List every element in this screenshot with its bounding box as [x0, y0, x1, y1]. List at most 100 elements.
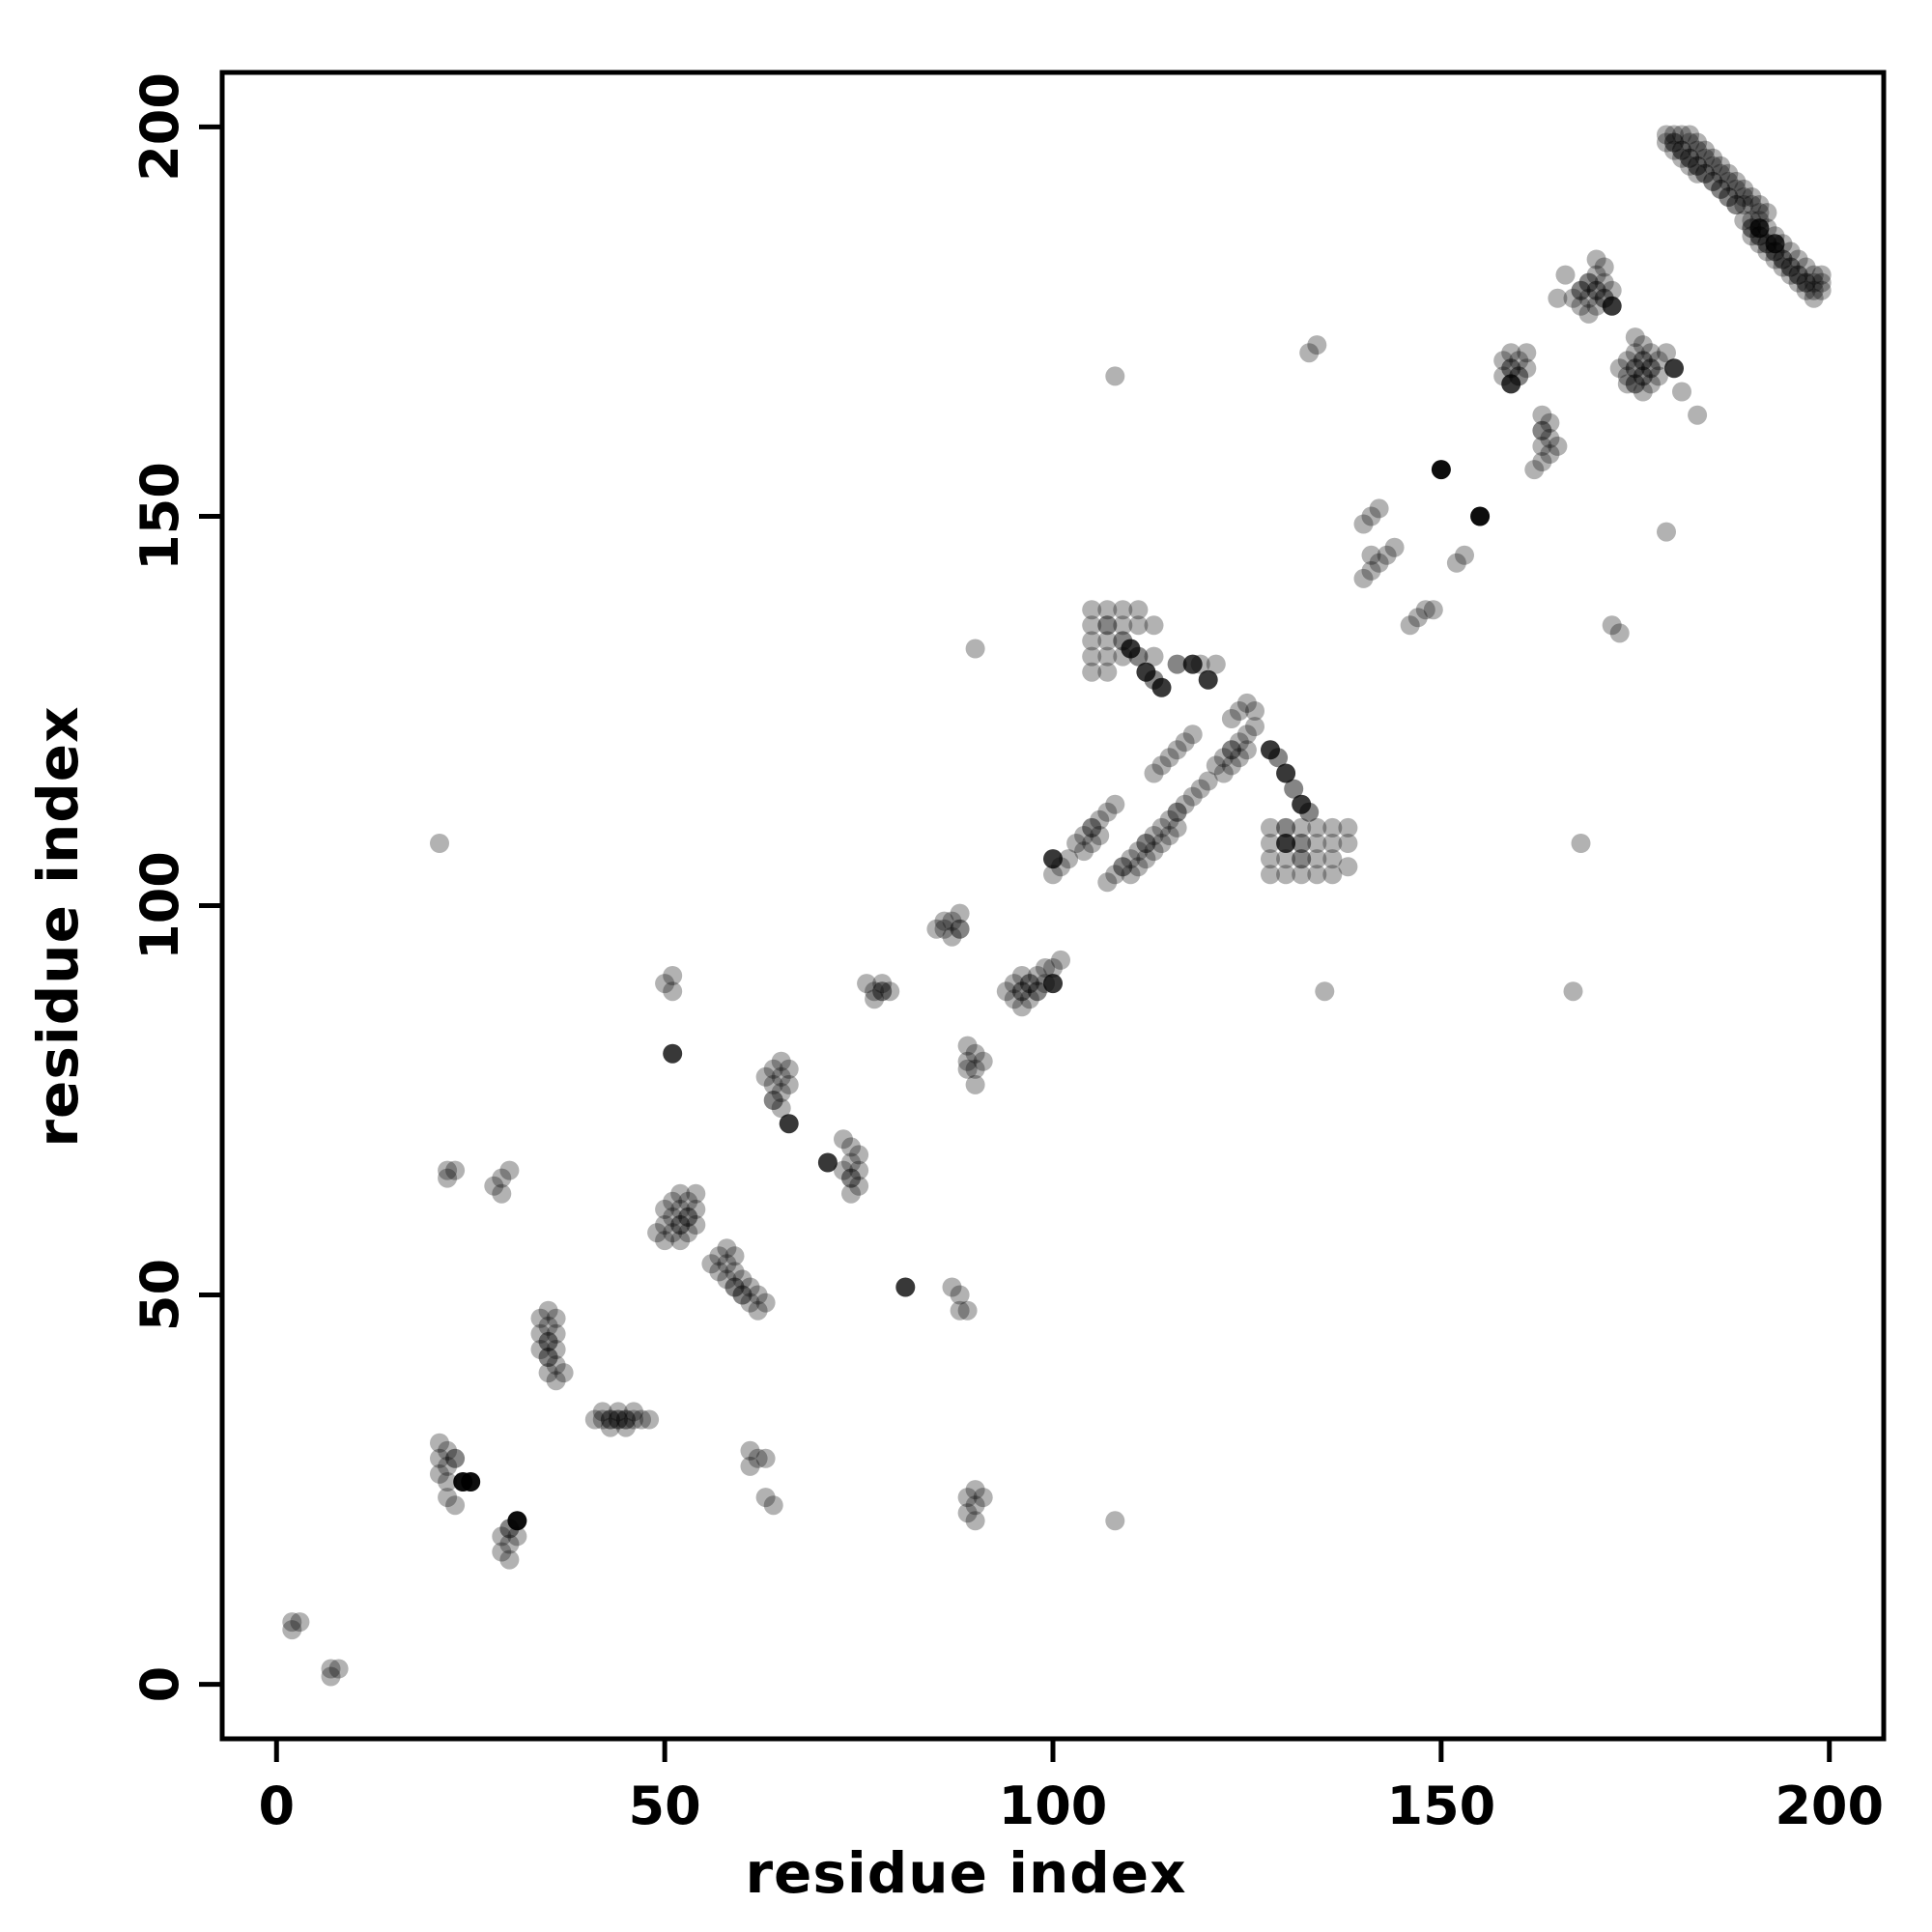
data-point [1672, 382, 1691, 402]
data-point [663, 1191, 683, 1211]
data-point [538, 1348, 558, 1367]
data-point [1726, 179, 1747, 199]
data-point [950, 903, 970, 923]
data-point [1719, 187, 1739, 207]
data-point [438, 1440, 458, 1461]
data-point [1128, 600, 1149, 620]
data-point [1128, 857, 1149, 877]
data-point [1680, 148, 1700, 168]
data-point [1749, 218, 1770, 239]
data-point [1602, 296, 1622, 316]
data-point [530, 1323, 551, 1344]
data-point [1493, 351, 1514, 371]
data-point [872, 981, 893, 1002]
data-point [1307, 834, 1327, 853]
data-point [1011, 966, 1032, 985]
data-point [1657, 132, 1676, 153]
data-point [779, 1074, 799, 1094]
data-point [1019, 974, 1039, 994]
data-point [942, 926, 962, 947]
data-point [282, 1620, 302, 1640]
data-point [655, 1199, 675, 1219]
data-point [639, 1409, 660, 1430]
data-point [1322, 834, 1343, 853]
data-point [1082, 615, 1102, 636]
data-point [1719, 171, 1739, 191]
data-point [1524, 460, 1545, 480]
data-point [1640, 343, 1661, 363]
data-point [678, 1223, 698, 1243]
data-point [1695, 140, 1716, 160]
data-point [1043, 849, 1063, 869]
data-point [1144, 826, 1164, 845]
data-point [973, 1051, 993, 1071]
data-point [849, 1176, 869, 1196]
data-point [1680, 125, 1700, 145]
data-point [1586, 296, 1606, 316]
data-point [1236, 724, 1257, 745]
data-point [748, 1285, 768, 1305]
data-point [507, 1526, 527, 1547]
data-point [655, 974, 675, 994]
data-point [1144, 669, 1164, 690]
data-point [779, 1059, 799, 1079]
data-point [1711, 163, 1731, 184]
data-point [1369, 498, 1389, 519]
data-point [1688, 132, 1708, 153]
data-point [1625, 374, 1645, 394]
data-point [1229, 701, 1249, 721]
data-point [1097, 615, 1118, 636]
data-point [1292, 865, 1312, 885]
data-point [1190, 654, 1210, 674]
data-point [1657, 343, 1676, 363]
data-point [1245, 717, 1264, 737]
data-point [1292, 834, 1312, 853]
data-point [1004, 989, 1024, 1009]
data-point [1749, 234, 1770, 254]
data-point [1206, 654, 1226, 674]
data-point [1571, 296, 1591, 316]
data-point [1804, 272, 1824, 293]
data-point [1198, 669, 1218, 690]
data-point [445, 1495, 466, 1516]
data-point [1555, 265, 1576, 285]
data-point [321, 1659, 341, 1679]
data-point [1268, 748, 1289, 768]
data-point [1742, 187, 1762, 207]
data-point [1780, 242, 1801, 262]
data-point [670, 1199, 691, 1219]
data-point [1780, 257, 1801, 277]
data-point [1066, 834, 1087, 853]
data-point [1121, 849, 1141, 869]
data-point [1206, 755, 1226, 776]
data-point [484, 1176, 504, 1196]
data-point [1742, 226, 1762, 246]
data-point [600, 1417, 620, 1437]
data-point [1594, 257, 1614, 277]
data-point [1159, 810, 1179, 830]
data-point [957, 1059, 978, 1079]
data-point [1175, 732, 1195, 753]
data-point [1128, 841, 1149, 862]
data-point [1517, 358, 1537, 379]
data-point [1742, 211, 1762, 231]
data-point [1097, 872, 1118, 893]
data-point [546, 1323, 566, 1344]
data-point [1322, 849, 1343, 869]
data-point [1338, 857, 1358, 877]
data-point [1221, 740, 1241, 760]
data-point [996, 981, 1016, 1002]
y-tick-label: 100 [129, 851, 190, 960]
data-point [615, 1417, 636, 1437]
data-point [1113, 600, 1133, 620]
data-point [1734, 187, 1754, 207]
data-point [492, 1526, 512, 1547]
data-point [1609, 623, 1630, 643]
data-point [1765, 249, 1785, 270]
data-point [1036, 958, 1055, 978]
data-point [1617, 366, 1637, 386]
data-point [1594, 272, 1614, 293]
data-point [1586, 265, 1606, 285]
